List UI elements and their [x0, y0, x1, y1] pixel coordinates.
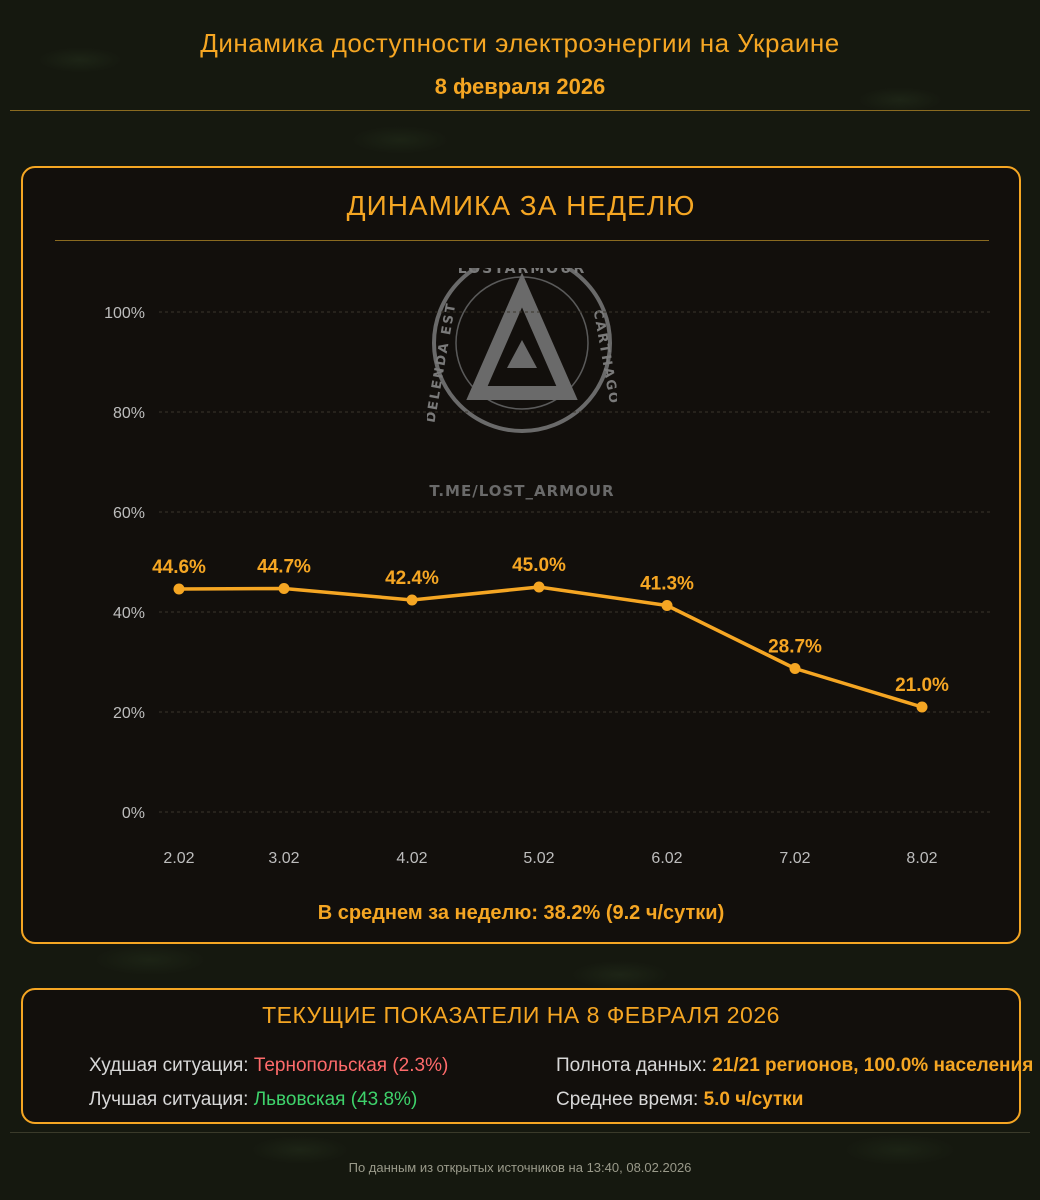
worst-value: Тернопольская (2.3%) — [253, 1055, 449, 1076]
x-tick-label: 6.02 — [651, 850, 682, 867]
data-point — [278, 583, 290, 594]
data-label: 44.7% — [257, 557, 311, 578]
data-point — [406, 594, 418, 606]
average-time: Среднее время: 5.0 ч/сутки — [556, 1089, 803, 1111]
completeness-value: 21/21 регионов, 100.0% населения — [712, 1055, 1034, 1076]
data-label: 45.0% — [512, 555, 566, 576]
completeness-label: Полнота данных: — [556, 1055, 707, 1076]
x-tick-label: 7.02 — [779, 850, 810, 867]
data-completeness: Полнота данных: 21/21 регионов, 100.0% н… — [556, 1055, 1033, 1077]
avg-time-label: Среднее время: — [556, 1089, 699, 1110]
data-label: 42.4% — [385, 568, 439, 589]
y-tick-label: 60% — [113, 505, 145, 522]
avg-time-value: 5.0 ч/сутки — [703, 1089, 804, 1110]
data-point — [789, 663, 801, 674]
watermark-logo: LOSTARMOUR CARTHAGO DELENDA EST T.ME/LOS… — [427, 268, 617, 500]
x-tick-label: 3.02 — [268, 850, 299, 867]
y-tick-label: 40% — [113, 605, 145, 622]
footer-source: По данным из открытых источников на 13:4… — [348, 1160, 692, 1175]
x-tick-label: 4.02 — [396, 850, 427, 867]
worst-label: Худшая ситуация: — [89, 1055, 249, 1076]
data-label: 28.7% — [768, 637, 822, 658]
data-label: 44.6% — [152, 557, 206, 578]
weekly-average: В среднем за неделю: 38.2% (9.2 ч/сутки) — [317, 902, 725, 924]
worst-situation: Худшая ситуация: Тернопольская (2.3%) — [89, 1055, 448, 1077]
data-label: 41.3% — [640, 574, 694, 595]
page-date: 8 февраля 2026 — [434, 74, 606, 99]
data-point — [661, 600, 673, 611]
chart-title: ДИНАМИКА ЗА НЕДЕЛЮ — [346, 190, 696, 221]
y-tick-label: 80% — [113, 405, 145, 422]
data-label: 21.0% — [895, 675, 949, 696]
footer-divider — [10, 1132, 1030, 1133]
stats-title: ТЕКУЩИЕ ПОКАЗАТЕЛИ НА 8 ФЕВРАЛЯ 2026 — [262, 1002, 780, 1028]
watermark-url: T.ME/LOST_ARMOUR — [429, 482, 614, 500]
data-point — [916, 701, 928, 713]
x-tick-label: 5.02 — [523, 850, 554, 867]
best-value: Львовская (43.8%) — [253, 1089, 418, 1110]
y-tick-label: 20% — [113, 705, 145, 722]
x-tick-label: 2.02 — [163, 850, 194, 867]
y-tick-label: 0% — [122, 805, 145, 822]
header-divider — [10, 110, 1030, 111]
chart-title-divider — [55, 240, 989, 241]
stats-panel: ТЕКУЩИЕ ПОКАЗАТЕЛИ НА 8 ФЕВРАЛЯ 2026 Худ… — [21, 988, 1033, 1124]
y-tick-label: 100% — [104, 305, 145, 322]
page-title: Динамика доступности электроэнергии на У… — [200, 28, 840, 58]
line-chart: 0% 20% 40% 60% 80% 100% 2.02 3.02 4.02 5.02 6.02 7.… — [104, 305, 993, 867]
x-tick-label: 8.02 — [906, 850, 937, 867]
best-label: Лучшая ситуация: — [89, 1089, 249, 1110]
data-point — [173, 583, 185, 595]
chart-panel: ДИНАМИКА ЗА НЕДЕЛЮ LOSTARMOUR CARTHAGO D… — [21, 166, 1021, 944]
data-point — [533, 581, 545, 593]
watermark-ring-top: LOSTARMOUR — [458, 268, 586, 277]
best-situation: Лучшая ситуация: Львовская (43.8%) — [89, 1089, 417, 1111]
